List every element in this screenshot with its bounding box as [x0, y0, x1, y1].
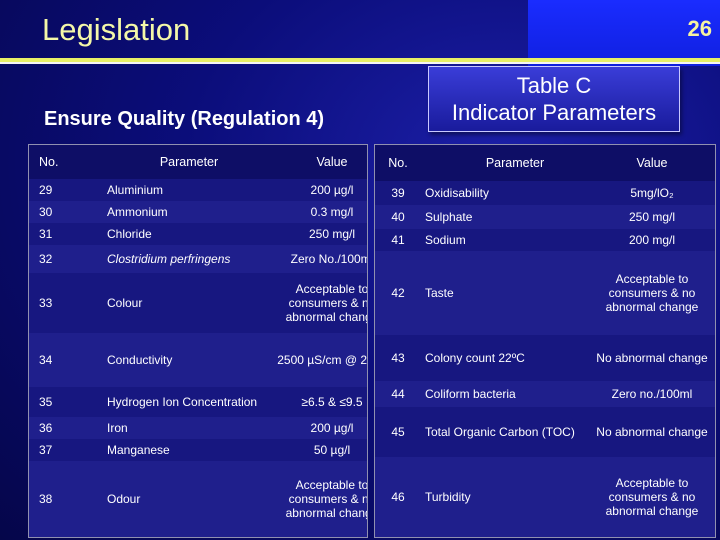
row-parameter: Hydrogen Ion Concentration	[107, 395, 258, 409]
column-header-parameter: Parameter	[159, 155, 219, 169]
row-value: 200 mg/l	[628, 233, 676, 247]
row-number: 41	[391, 233, 405, 247]
row-value: No abnormal change	[596, 425, 708, 439]
row-value: Zero no./100ml	[611, 387, 693, 401]
table-row: 37 Manganese 50 µg/l	[29, 439, 367, 461]
table-row: 41 Sodium 200 mg/l	[375, 229, 715, 251]
table-row: 30 Ammonium 0.3 mg/l	[29, 201, 367, 223]
row-value: No abnormal change	[596, 351, 708, 365]
table-row: 42 Taste Acceptable to consumers & no ab…	[375, 251, 715, 335]
row-value: 0.3 mg/l	[310, 205, 354, 219]
left-parameter-table: No. Parameter Value 29 Aluminium 200 µg/…	[28, 144, 368, 538]
row-number: 34	[39, 353, 53, 367]
row-parameter: Chloride	[107, 227, 152, 241]
row-number: 29	[39, 183, 53, 197]
title-divider-white	[0, 62, 720, 64]
table-row: 43 Colony count 22ºC No abnormal change	[375, 335, 715, 381]
table-row: 29 Aluminium 200 µg/l	[29, 179, 367, 201]
table-row: 45 Total Organic Carbon (TOC) No abnorma…	[375, 407, 715, 457]
row-value: 250 mg/l	[628, 210, 676, 224]
row-value: 200 µg/l	[310, 421, 354, 435]
row-parameter: Conductivity	[107, 353, 173, 367]
row-value: Zero No./100ml	[290, 252, 368, 266]
column-header-parameter: Parameter	[485, 156, 545, 170]
table-caption-subtitle: Indicator Parameters	[451, 100, 657, 125]
row-parameter: Aluminium	[107, 183, 164, 197]
row-number: 32	[39, 252, 53, 266]
row-number: 43	[391, 351, 405, 365]
row-number: 37	[39, 443, 53, 457]
column-header-value: Value	[316, 155, 348, 169]
row-parameter: Ammonium	[107, 205, 168, 219]
row-parameter: Colony count 22ºC	[425, 351, 525, 365]
row-value: 2500 µS/cm @ 20ºC	[277, 353, 368, 367]
row-number: 35	[39, 395, 53, 409]
table-row: 35 Hydrogen Ion Concentration ≥6.5 & ≤9.…	[29, 387, 367, 417]
column-header-no: No.	[39, 155, 59, 169]
row-value: 200 µg/l	[310, 183, 354, 197]
row-number: 45	[391, 425, 405, 439]
row-number: 42	[391, 286, 405, 300]
section-subtitle: Ensure Quality (Regulation 4)	[44, 108, 325, 130]
row-parameter: Taste	[425, 286, 454, 300]
row-parameter: Oxidisability	[425, 186, 490, 200]
row-number: 46	[391, 490, 405, 504]
row-number: 44	[391, 387, 405, 401]
row-number: 39	[391, 186, 405, 200]
table-header-row: No. Parameter Value	[29, 145, 367, 179]
row-parameter: Iron	[107, 421, 128, 435]
row-value: 5mg/lO₂	[630, 186, 674, 200]
right-parameter-table: No. Parameter Value 39 Oxidisability 5mg…	[374, 144, 716, 538]
table-row: 31 Chloride 250 mg/l	[29, 223, 367, 245]
row-value: Acceptable to consumers & no abnormal ch…	[605, 272, 699, 314]
table-row: 40 Sulphate 250 mg/l	[375, 205, 715, 229]
column-header-no: No.	[388, 156, 408, 170]
row-parameter: Sulphate	[425, 210, 473, 224]
row-value: 250 mg/l	[308, 227, 356, 241]
table-row: 38 Odour Acceptable to consumers & no ab…	[29, 461, 367, 537]
row-parameter: Turbidity	[425, 490, 471, 504]
page-number: 26	[687, 16, 712, 41]
title-divider	[0, 58, 720, 62]
table-caption-title: Table C	[516, 73, 592, 98]
table-row: 46 Turbidity Acceptable to consumers & n…	[375, 457, 715, 537]
table-row: 36 Iron 200 µg/l	[29, 417, 367, 439]
row-number: 40	[391, 210, 405, 224]
column-header-value: Value	[636, 156, 668, 170]
row-number: 30	[39, 205, 53, 219]
row-parameter: Odour	[107, 492, 141, 506]
row-number: 38	[39, 492, 53, 506]
row-parameter: Manganese	[107, 443, 170, 457]
row-parameter: Clostridium perfringens	[107, 252, 231, 266]
row-parameter: Coliform bacteria	[425, 387, 516, 401]
row-number: 36	[39, 421, 53, 435]
row-parameter: Colour	[107, 296, 143, 310]
table-row: 33 Colour Acceptable to consumers & no a…	[29, 273, 367, 333]
row-parameter: Sodium	[425, 233, 466, 247]
row-value: Acceptable to consumers & no abnormal ch…	[285, 282, 368, 324]
row-number: 33	[39, 296, 53, 310]
row-parameter: Total Organic Carbon (TOC)	[425, 425, 575, 439]
table-row: 34 Conductivity 2500 µS/cm @ 20ºC	[29, 333, 367, 387]
row-value: ≥6.5 & ≤9.5	[301, 395, 363, 409]
row-value: Acceptable to consumers & no abnormal ch…	[605, 476, 699, 518]
row-value: Acceptable to consumers & no abnormal ch…	[285, 478, 368, 520]
table-row: 32 Clostridium perfringens Zero No./100m…	[29, 245, 367, 273]
row-number: 31	[39, 227, 53, 241]
table-row: 39 Oxidisability 5mg/lO₂	[375, 181, 715, 205]
table-row: 44 Coliform bacteria Zero no./100ml	[375, 381, 715, 407]
page-title: Legislation	[42, 12, 191, 47]
table-caption-box: Table C Indicator Parameters	[428, 66, 680, 132]
row-value: 50 µg/l	[313, 443, 351, 457]
table-header-row: No. Parameter Value	[375, 145, 715, 181]
header-accent-band	[528, 0, 720, 66]
